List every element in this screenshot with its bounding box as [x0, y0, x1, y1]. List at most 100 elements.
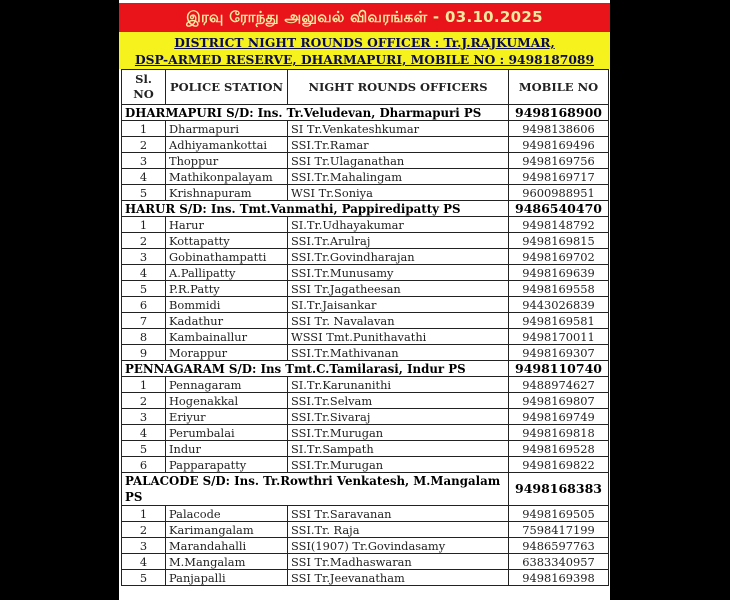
district-officer-line-2: DSP-ARMED RESERVE, DHARMAPURI, MOBILE NO… — [134, 52, 595, 67]
table-row: 3 Gobinathampatti SSI.Tr.Govindharajan 9498… — [121, 248, 609, 265]
cell-sl-no: 3 — [121, 537, 166, 554]
cell-mobile: 9498169818 — [508, 424, 609, 441]
cell-police-station: Palacode — [165, 505, 288, 522]
cell-mobile: 9498169639 — [508, 264, 609, 281]
table-header-row: Sl. NO POLICE STATION NIGHT ROUNDS OFFIC… — [121, 69, 609, 105]
cell-police-station: Marandahalli — [165, 537, 288, 554]
table-body: DHARMAPURI S/D: Ins. Tr.Veludevan, Dharm… — [121, 104, 609, 586]
cell-officer: SSI.Tr.Ramar — [287, 136, 509, 153]
table-row: 4 Mathikonpalayam SSI.Tr.Mahalingam 9498169… — [121, 168, 609, 185]
cell-police-station: Gobinathampatti — [165, 248, 288, 265]
cell-sl-no: 6 — [121, 296, 166, 313]
cell-mobile: 9498169815 — [508, 232, 609, 249]
cell-officer: SSI Tr.Jeevanatham — [287, 569, 509, 586]
cell-sl-no: 1 — [121, 216, 166, 233]
cell-officer: SSI.Tr.Mathivanan — [287, 344, 509, 361]
cell-police-station: Kottapatty — [165, 232, 288, 249]
cell-officer: SSI.Tr. Raja — [287, 521, 509, 538]
cell-sl-no: 5 — [121, 280, 166, 297]
cell-police-station: M.Mangalam — [165, 553, 288, 570]
cell-police-station: Eriyur — [165, 408, 288, 425]
cell-mobile: 9498169807 — [508, 392, 609, 409]
cell-police-station: Harur — [165, 216, 288, 233]
cell-mobile: 9498169558 — [508, 280, 609, 297]
cell-mobile: 9600988951 — [508, 184, 609, 201]
cell-mobile: 9486597763 — [508, 537, 609, 554]
cell-officer: SI.Tr.Sampath — [287, 440, 509, 457]
cell-officer: SSI.Tr.Murugan — [287, 456, 509, 473]
table-row: 1 Harur SI.Tr.Udhayakumar 9498148792 — [121, 216, 609, 233]
cell-police-station: Thoppur — [165, 152, 288, 169]
cell-police-station: P.R.Patty — [165, 280, 288, 297]
cell-mobile: 9498169822 — [508, 456, 609, 473]
table-row: 2 Adhiyamankottai SSI.Tr.Ramar 9498169496 — [121, 136, 609, 153]
cell-police-station: Kambainallur — [165, 328, 288, 345]
cell-officer: SSI.Tr.Sivaraj — [287, 408, 509, 425]
cell-officer: SSI Tr. Navalavan — [287, 312, 509, 329]
cell-mobile: 9498138606 — [508, 120, 609, 137]
table-row: 9 Morappur SSI.Tr.Mathivanan 9498169307 — [121, 344, 609, 361]
subdivision-row: PENNAGARAM S/D: Ins Tmt.C.Tamilarasi, In… — [121, 360, 609, 377]
table-row: 1 Dharmapuri SI Tr.Venkateshkumar 949813860… — [121, 120, 609, 137]
cell-police-station: Papparapatty — [165, 456, 288, 473]
cell-sl-no: 5 — [121, 184, 166, 201]
cell-sl-no: 1 — [121, 376, 166, 393]
cell-mobile: 9498148792 — [508, 216, 609, 233]
cell-officer: SSI.Tr.Munusamy — [287, 264, 509, 281]
cell-officer: SSI Tr.Madhaswaran — [287, 553, 509, 570]
cell-mobile: 9498169702 — [508, 248, 609, 265]
cell-sl-no: 7 — [121, 312, 166, 329]
column-header-station: POLICE STATION — [165, 69, 288, 105]
title-banner: இரவு ரோந்து அலுவல் விவரங்கள் - 03.10.202… — [119, 2, 610, 33]
subdivision-title: PALACODE S/D: Ins. Tr.Rowthri Venkatesh,… — [121, 472, 509, 506]
cell-sl-no: 3 — [121, 408, 166, 425]
table-row: 4 A.Pallipatty SSI.Tr.Munusamy 9498169639 — [121, 264, 609, 281]
cell-officer: SSI.Tr.Arulraj — [287, 232, 509, 249]
table-row: 3 Eriyur SSI.Tr.Sivaraj 9498169749 — [121, 408, 609, 425]
cell-sl-no: 5 — [121, 440, 166, 457]
subdivision-title: PENNAGARAM S/D: Ins Tmt.C.Tamilarasi, In… — [121, 360, 509, 377]
cell-officer: SI.Tr.Karunanithi — [287, 376, 509, 393]
cell-mobile: 9498169581 — [508, 312, 609, 329]
cell-officer: WSSI Tmt.Punithavathi — [287, 328, 509, 345]
column-header-officers: NIGHT ROUNDS OFFICERS — [287, 69, 509, 105]
cell-sl-no: 4 — [121, 424, 166, 441]
cell-police-station: Kadathur — [165, 312, 288, 329]
subdivision-title: HARUR S/D: Ins. Tmt.Vanmathi, Pappiredip… — [121, 200, 509, 217]
cell-police-station: Adhiyamankottai — [165, 136, 288, 153]
cell-police-station: Hogenakkal — [165, 392, 288, 409]
cell-mobile: 9488974627 — [508, 376, 609, 393]
cell-sl-no: 5 — [121, 569, 166, 586]
cell-mobile: 9498169496 — [508, 136, 609, 153]
cell-sl-no: 3 — [121, 152, 166, 169]
night-rounds-table: Sl. NO POLICE STATION NIGHT ROUNDS OFFIC… — [121, 69, 609, 586]
table-row: 5 Krishnapuram WSI Tr.Soniya 9600988951 — [121, 184, 609, 201]
cell-police-station: Mathikonpalayam — [165, 168, 288, 185]
document: இரவு ரோந்து அலுவல் விவரங்கள் - 03.10.202… — [119, 0, 610, 600]
cell-sl-no: 1 — [121, 120, 166, 137]
table-row: 2 Hogenakkal SSI.Tr.Selvam 9498169807 — [121, 392, 609, 409]
subdivision-row: DHARMAPURI S/D: Ins. Tr.Veludevan, Dharm… — [121, 104, 609, 121]
cell-police-station: Perumbalai — [165, 424, 288, 441]
cell-sl-no: 3 — [121, 248, 166, 265]
table-row: 8 Kambainallur WSSI Tmt.Punithavathi 949817… — [121, 328, 609, 345]
cell-officer: SI.Tr.Udhayakumar — [287, 216, 509, 233]
cell-police-station: Karimangalam — [165, 521, 288, 538]
cell-mobile: 9443026839 — [508, 296, 609, 313]
table-row: 7 Kadathur SSI Tr. Navalavan 9498169581 — [121, 312, 609, 329]
cell-mobile: 9498170011 — [508, 328, 609, 345]
table-row: 2 Kottapatty SSI.Tr.Arulraj 9498169815 — [121, 232, 609, 249]
cell-mobile: 9498169749 — [508, 408, 609, 425]
cell-police-station: Morappur — [165, 344, 288, 361]
cell-mobile: 7598417199 — [508, 521, 609, 538]
cell-police-station: Krishnapuram — [165, 184, 288, 201]
cell-police-station: Indur — [165, 440, 288, 457]
table-row: 4 M.Mangalam SSI Tr.Madhaswaran 6383340957 — [121, 553, 609, 570]
subdivision-mobile: 9498110740 — [508, 360, 609, 377]
cell-sl-no: 1 — [121, 505, 166, 522]
cell-officer: SSI(1907) Tr.Govindasamy — [287, 537, 509, 554]
subdivision-row: PALACODE S/D: Ins. Tr.Rowthri Venkatesh,… — [121, 472, 609, 506]
cell-sl-no: 4 — [121, 168, 166, 185]
table-row: 6 Bommidi SI.Tr.Jaisankar 9443026839 — [121, 296, 609, 313]
cell-officer: SSI Tr.Saravanan — [287, 505, 509, 522]
